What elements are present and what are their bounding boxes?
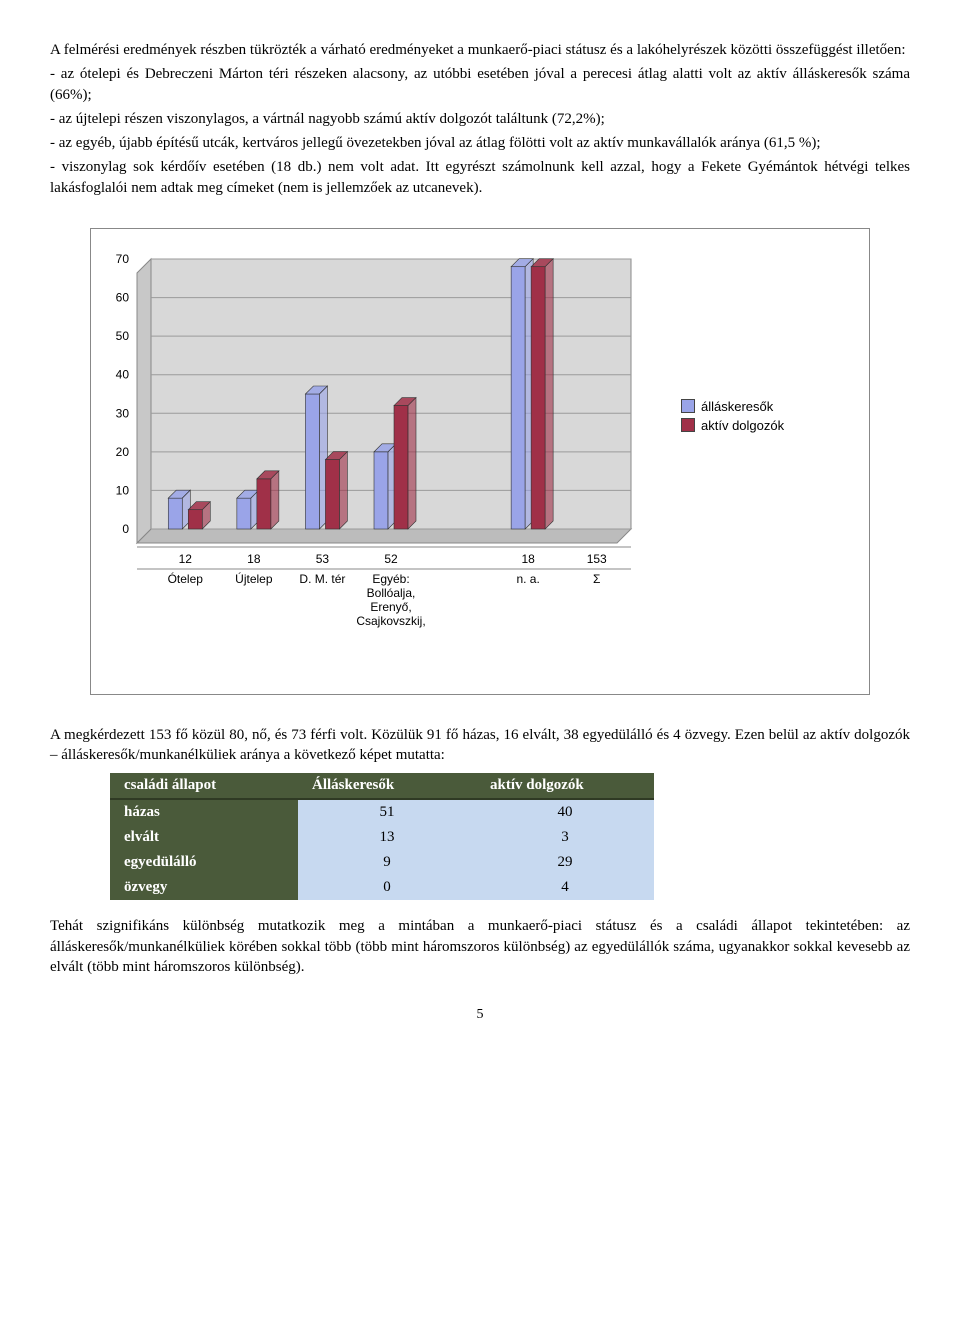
legend-label-2: aktív dolgozók bbox=[701, 418, 784, 433]
svg-text:40: 40 bbox=[116, 367, 130, 381]
marital-status-table: családi állapot Álláskeresők aktív dolgo… bbox=[110, 773, 654, 900]
svg-text:Σ: Σ bbox=[593, 572, 600, 586]
svg-text:10: 10 bbox=[116, 483, 130, 497]
row-val-1: 9 bbox=[298, 850, 476, 875]
svg-text:Csajkovszkij,: Csajkovszkij, bbox=[356, 614, 425, 628]
th-active: aktív dolgozók bbox=[476, 773, 654, 799]
svg-text:Bollóalja,: Bollóalja, bbox=[367, 586, 416, 600]
row-val-1: 0 bbox=[298, 875, 476, 900]
table-row: elvált133 bbox=[110, 825, 654, 850]
svg-text:53: 53 bbox=[316, 552, 330, 566]
svg-text:Erenyő,: Erenyő, bbox=[370, 600, 411, 614]
svg-text:60: 60 bbox=[116, 290, 130, 304]
svg-text:Ótelep: Ótelep bbox=[168, 571, 204, 586]
svg-text:0: 0 bbox=[122, 522, 129, 536]
row-label: elvált bbox=[110, 825, 298, 850]
table-row: özvegy04 bbox=[110, 875, 654, 900]
row-label: özvegy bbox=[110, 875, 298, 900]
svg-text:D. M. tér: D. M. tér bbox=[299, 572, 345, 586]
row-val-2: 29 bbox=[476, 850, 654, 875]
legend-swatch-2 bbox=[681, 418, 695, 432]
svg-text:12: 12 bbox=[179, 552, 193, 566]
row-val-2: 40 bbox=[476, 799, 654, 825]
row-val-2: 4 bbox=[476, 875, 654, 900]
bar-chart-container: 0 10 20 30 40 50 60 70 12 18 53 52 18 153 Ótelep Újtele… bbox=[90, 228, 870, 695]
svg-text:n. a.: n. a. bbox=[516, 572, 539, 586]
page-number: 5 bbox=[50, 1007, 910, 1023]
svg-text:Újtelep: Újtelep bbox=[235, 571, 273, 586]
row-val-1: 13 bbox=[298, 825, 476, 850]
summary-paragraph: A megkérdezett 153 fő közül 80, nő, és 7… bbox=[50, 725, 910, 766]
svg-text:30: 30 bbox=[116, 406, 130, 420]
svg-text:153: 153 bbox=[587, 552, 607, 566]
conclusion-paragraph: Tehát szignifikáns különbség mutatkozik … bbox=[50, 916, 910, 977]
intro-paragraph: A felmérési eredmények részben tükrözték… bbox=[50, 40, 910, 60]
row-val-1: 51 bbox=[298, 799, 476, 825]
bullet-3: - az egyéb, újabb építésű utcák, kertvár… bbox=[50, 133, 910, 153]
legend-swatch-1 bbox=[681, 399, 695, 413]
svg-text:18: 18 bbox=[521, 552, 535, 566]
chart-legend: álláskeresők aktív dolgozók bbox=[681, 399, 784, 437]
svg-text:Egyéb:: Egyéb: bbox=[372, 572, 409, 586]
table-row: házas5140 bbox=[110, 799, 654, 825]
row-val-2: 3 bbox=[476, 825, 654, 850]
row-label: házas bbox=[110, 799, 298, 825]
row-label: egyedülálló bbox=[110, 850, 298, 875]
svg-text:50: 50 bbox=[116, 329, 130, 343]
svg-text:70: 70 bbox=[116, 252, 130, 266]
table-row: egyedülálló929 bbox=[110, 850, 654, 875]
legend-label-1: álláskeresők bbox=[701, 399, 773, 414]
bullet-2: - az újtelepi részen viszonylagos, a vár… bbox=[50, 109, 910, 129]
svg-text:52: 52 bbox=[384, 552, 398, 566]
bullet-1: - az ótelepi és Debreczeni Márton téri r… bbox=[50, 64, 910, 105]
bar-chart: 0 10 20 30 40 50 60 70 12 18 53 52 18 153 Ótelep Újtele… bbox=[101, 249, 661, 669]
th-jobseekers: Álláskeresők bbox=[298, 773, 476, 799]
svg-text:18: 18 bbox=[247, 552, 261, 566]
bullet-4: - viszonylag sok kérdőív esetében (18 db… bbox=[50, 157, 910, 198]
th-status: családi állapot bbox=[110, 773, 298, 799]
svg-text:20: 20 bbox=[116, 445, 130, 459]
